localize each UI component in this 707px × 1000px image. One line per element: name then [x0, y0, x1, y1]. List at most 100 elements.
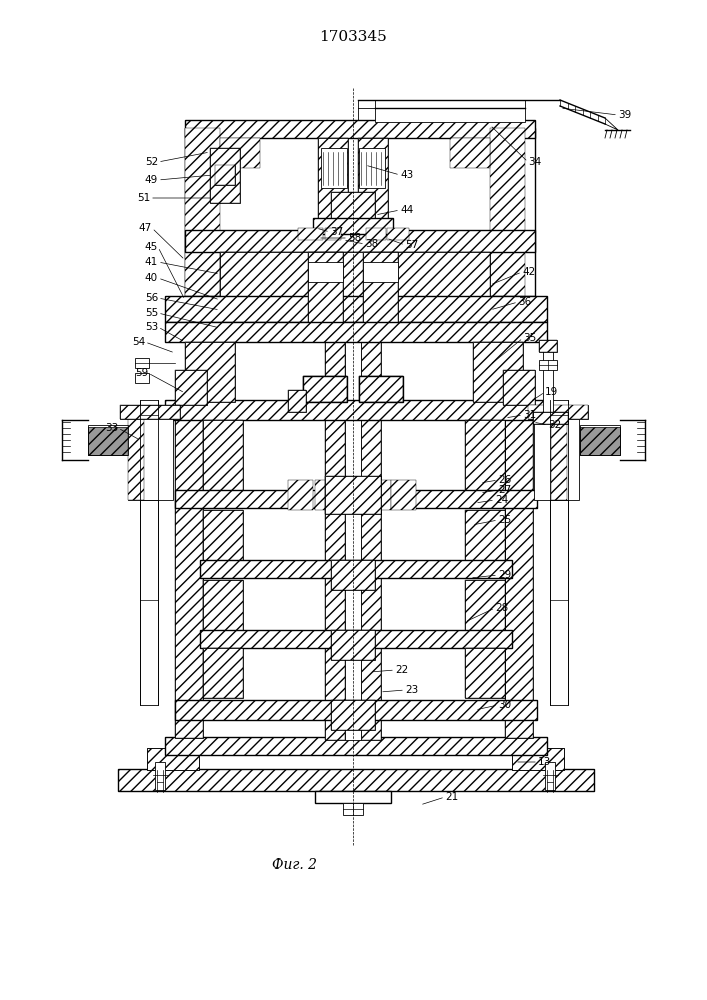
Bar [345, 200, 361, 740]
Bar [503, 370, 535, 405]
Text: 56: 56 [145, 293, 158, 303]
Bar [359, 376, 403, 402]
Bar [465, 510, 505, 560]
Bar [363, 252, 398, 322]
Text: Фиг. 2: Фиг. 2 [272, 858, 317, 872]
Bar [220, 252, 490, 296]
Bar [503, 370, 535, 405]
Text: 1703345: 1703345 [319, 30, 387, 44]
Bar [318, 138, 348, 228]
Text: 57: 57 [405, 240, 419, 250]
Bar [361, 200, 381, 740]
Text: 59: 59 [135, 368, 148, 378]
Bar [387, 228, 409, 240]
Bar [363, 262, 398, 282]
Bar [308, 262, 343, 282]
Text: 41: 41 [145, 257, 158, 267]
Text: 42: 42 [522, 267, 535, 277]
Bar [128, 415, 144, 500]
Bar [185, 120, 535, 138]
Bar [203, 510, 243, 560]
Bar [203, 420, 243, 490]
Text: 55: 55 [145, 308, 158, 318]
Text: 40: 40 [145, 273, 158, 283]
Text: 38: 38 [365, 239, 378, 249]
Bar [200, 630, 512, 648]
Text: 24: 24 [495, 495, 508, 505]
Bar [308, 252, 343, 322]
Text: 35: 35 [523, 333, 536, 343]
Bar [185, 128, 535, 296]
Bar [185, 120, 535, 138]
Text: 29: 29 [498, 570, 511, 580]
Bar [543, 348, 553, 418]
Bar [155, 762, 165, 790]
Bar [140, 400, 158, 705]
Bar [465, 420, 505, 490]
Bar [118, 769, 594, 791]
Text: 45: 45 [145, 242, 158, 252]
Bar [175, 370, 207, 405]
Bar [165, 737, 547, 755]
Bar [331, 192, 375, 234]
Bar [288, 390, 306, 412]
Bar [313, 218, 393, 234]
Bar [175, 370, 207, 405]
Bar [315, 791, 391, 803]
Bar [359, 148, 385, 188]
Text: 22: 22 [395, 665, 408, 675]
Text: 36: 36 [518, 297, 531, 307]
Bar [203, 648, 243, 698]
Bar [343, 803, 363, 815]
Bar [135, 358, 149, 368]
Bar [298, 228, 323, 240]
Bar [473, 342, 523, 402]
Bar [539, 340, 557, 352]
Bar [135, 373, 149, 383]
Bar [528, 405, 588, 419]
Bar [321, 148, 347, 188]
Bar [185, 342, 235, 402]
Bar [465, 580, 505, 630]
Bar [391, 480, 416, 510]
Bar [185, 128, 220, 296]
Bar [358, 138, 388, 228]
Bar [165, 737, 547, 755]
Text: 25: 25 [498, 515, 511, 525]
Bar [533, 412, 568, 424]
Text: 19: 19 [545, 387, 559, 397]
Bar [315, 480, 325, 510]
Text: 49: 49 [145, 175, 158, 185]
Text: 26: 26 [498, 475, 511, 485]
Bar [375, 100, 525, 122]
Bar [465, 648, 505, 698]
Text: 23: 23 [405, 685, 419, 695]
Text: 30: 30 [498, 700, 511, 710]
Text: 58: 58 [348, 233, 361, 243]
Bar [175, 400, 203, 738]
Bar [505, 400, 533, 738]
Text: 21: 21 [445, 792, 458, 802]
Text: 32: 32 [548, 420, 561, 430]
Text: 28: 28 [495, 603, 508, 613]
Text: 54: 54 [132, 337, 145, 347]
Bar [331, 700, 375, 730]
Text: 31: 31 [523, 410, 536, 420]
Bar [175, 700, 537, 720]
Text: 27: 27 [498, 485, 511, 495]
Bar [318, 138, 348, 228]
Bar [147, 748, 199, 770]
Bar [533, 412, 568, 424]
Bar [165, 296, 547, 322]
Bar [128, 415, 173, 500]
Text: 43: 43 [400, 170, 414, 180]
Bar [325, 200, 345, 740]
Bar [200, 560, 512, 578]
Bar [185, 230, 535, 252]
Bar [465, 580, 505, 630]
Bar [200, 630, 512, 648]
Bar [288, 390, 306, 412]
Bar [175, 490, 537, 508]
Bar [303, 376, 347, 402]
Bar [147, 748, 199, 770]
